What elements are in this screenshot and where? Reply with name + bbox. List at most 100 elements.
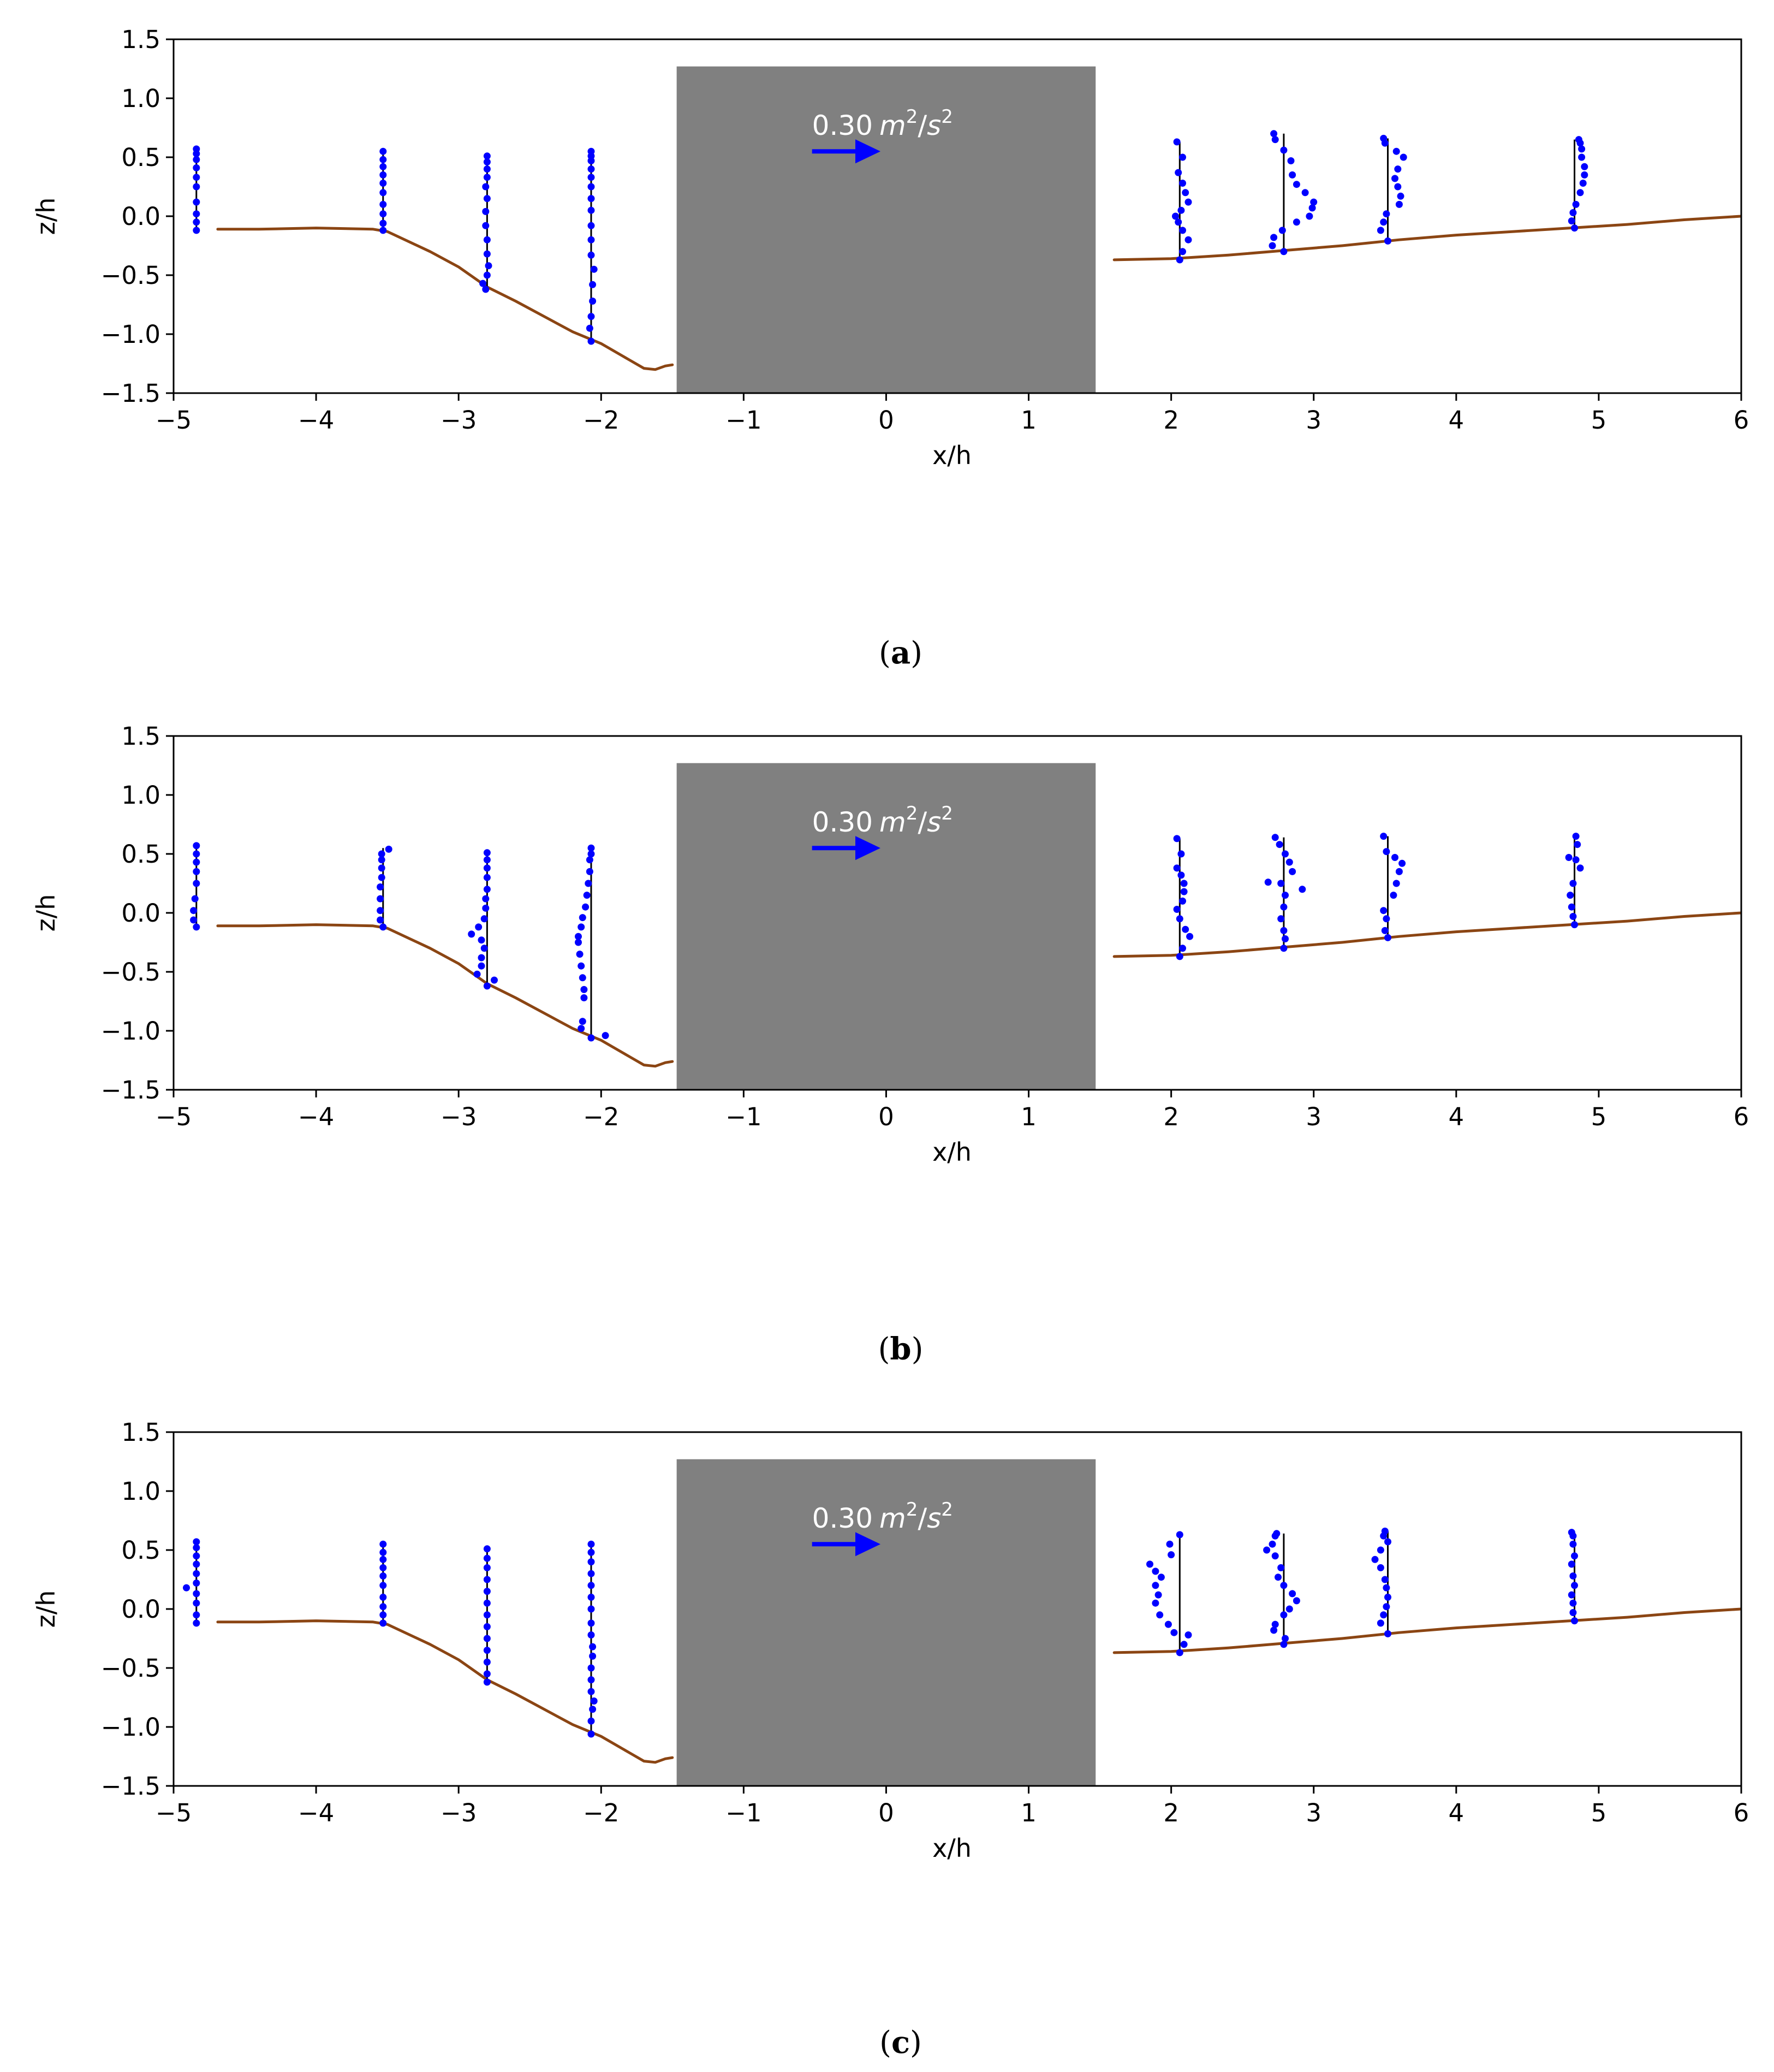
profile-point [1571, 1552, 1578, 1560]
arrow-label-value: 0.30 [812, 1503, 873, 1534]
x-tick-label: 3 [1306, 1102, 1321, 1131]
profile-point [183, 1584, 190, 1592]
y-tick-label: 0.5 [121, 840, 160, 869]
profile-point [1571, 224, 1578, 232]
profile-point [1581, 163, 1588, 170]
profile-point [1263, 1546, 1271, 1554]
profile-point [1157, 1574, 1165, 1581]
profile-point [1569, 1599, 1577, 1607]
profile-point [1173, 906, 1181, 913]
caption-letter: c [891, 2024, 910, 2061]
profile-point [1176, 1649, 1183, 1657]
profile-point [1381, 927, 1389, 934]
terrain-upstream [216, 923, 674, 1068]
profile-point [193, 174, 200, 181]
profile-point [1390, 892, 1397, 899]
profile-point [1186, 933, 1194, 940]
reference-arrow-label: 0.30 m2/s2 [812, 1499, 953, 1534]
profile-point [587, 1631, 595, 1638]
profile-point [193, 156, 200, 163]
profile-point [1306, 212, 1313, 220]
profile-point [483, 1678, 491, 1686]
x-tick-label: 4 [1448, 1102, 1464, 1131]
profile-1 [190, 842, 200, 931]
profile-point [1173, 864, 1181, 872]
caption-open: ( [878, 1332, 890, 1367]
profile-1 [193, 145, 200, 234]
profile-point [1285, 1605, 1293, 1613]
profile-point [1152, 1568, 1159, 1575]
profile-point [478, 962, 485, 970]
profile-point [589, 1643, 597, 1651]
profile-point [193, 1544, 200, 1552]
x-tick-label: −2 [583, 406, 619, 435]
profile-point [379, 1582, 387, 1589]
arrow-label-unit: s [927, 806, 941, 838]
profile-point [587, 206, 595, 214]
profile-point [1287, 157, 1295, 164]
reference-arrow-head [855, 139, 881, 164]
profile-point [1397, 192, 1404, 200]
profile-4 [587, 1540, 598, 1738]
profile-point [1381, 1576, 1389, 1583]
profile-point [193, 850, 200, 858]
x-tick-label: 0 [878, 1102, 894, 1131]
profile-point [1264, 878, 1272, 886]
profile-point [1179, 153, 1186, 161]
profile-point [190, 907, 198, 915]
arrow-label-exponent: 2 [906, 106, 918, 128]
y-tick-label: 0.0 [121, 202, 160, 231]
profile-point [483, 864, 491, 872]
x-tick-label: 5 [1591, 1102, 1607, 1131]
y-tick-label: 1.0 [121, 1477, 160, 1506]
arrow-label-exponent: 2 [941, 803, 953, 824]
profile-point [1569, 1609, 1577, 1616]
x-tick-label: 0 [878, 406, 894, 435]
y-tick-label: 1.0 [121, 84, 160, 113]
profile-point [1179, 227, 1186, 234]
caption-close: ) [910, 636, 922, 671]
profile-point [1308, 204, 1316, 212]
profile-point [1568, 1560, 1575, 1568]
profile-point [585, 880, 592, 887]
profile-point [1567, 892, 1574, 899]
profile-point [587, 165, 595, 173]
profile-point [1574, 841, 1581, 848]
profile-point [379, 1611, 387, 1619]
profile-point [578, 1025, 585, 1032]
profile-point [1579, 180, 1587, 187]
profile-point [1569, 913, 1577, 920]
profile-point [589, 1706, 597, 1713]
profile-point [587, 174, 595, 181]
profile-point [483, 1658, 491, 1666]
y-tick-label: 1.5 [121, 722, 160, 751]
profile-point [483, 250, 491, 258]
profile-point [1177, 206, 1185, 214]
profile-point [1380, 907, 1388, 915]
profile-point [1578, 145, 1586, 153]
terrain-upstream [216, 1619, 674, 1764]
profile-point [1270, 130, 1278, 138]
profile-1 [183, 1538, 200, 1627]
profile-point [1275, 1574, 1282, 1581]
profile-point [482, 904, 490, 912]
profile-point [1270, 1626, 1278, 1634]
profile-point [1394, 165, 1402, 173]
profile-point [1276, 841, 1283, 848]
profile-point [1176, 256, 1183, 264]
profile-point [1175, 218, 1182, 226]
arrow-label-unit: s [927, 1503, 941, 1534]
profile-point [483, 886, 491, 893]
profile-point [483, 152, 491, 160]
profile-point [385, 845, 392, 853]
terrain-downstream [1112, 215, 1741, 262]
profile-point [193, 145, 200, 153]
profile-point [193, 164, 200, 171]
y-tick-label: −1.5 [101, 1772, 160, 1801]
profile-point [483, 849, 491, 857]
profile-point [586, 324, 593, 332]
profile-7 [1371, 1527, 1391, 1637]
profile-point [1392, 880, 1400, 887]
profile-point [579, 914, 586, 922]
profile-point [587, 1619, 595, 1627]
